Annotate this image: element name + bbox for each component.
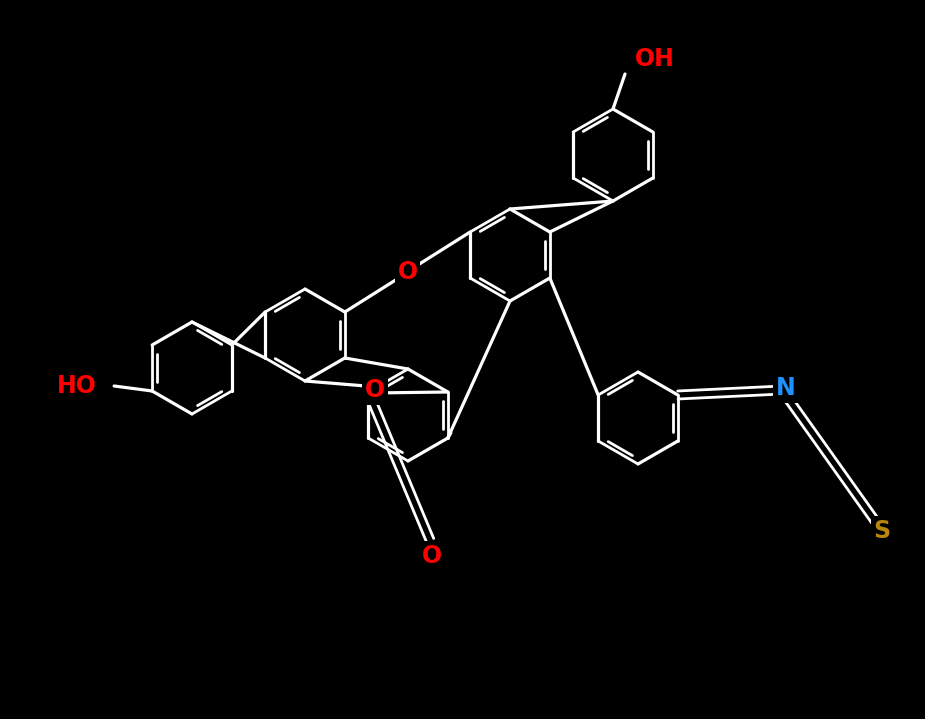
- Text: HO: HO: [57, 374, 97, 398]
- Text: O: O: [398, 260, 417, 284]
- Text: S: S: [873, 519, 891, 543]
- Text: N: N: [776, 376, 796, 400]
- Text: O: O: [422, 544, 442, 568]
- Text: OH: OH: [635, 47, 675, 71]
- Text: O: O: [365, 378, 385, 402]
